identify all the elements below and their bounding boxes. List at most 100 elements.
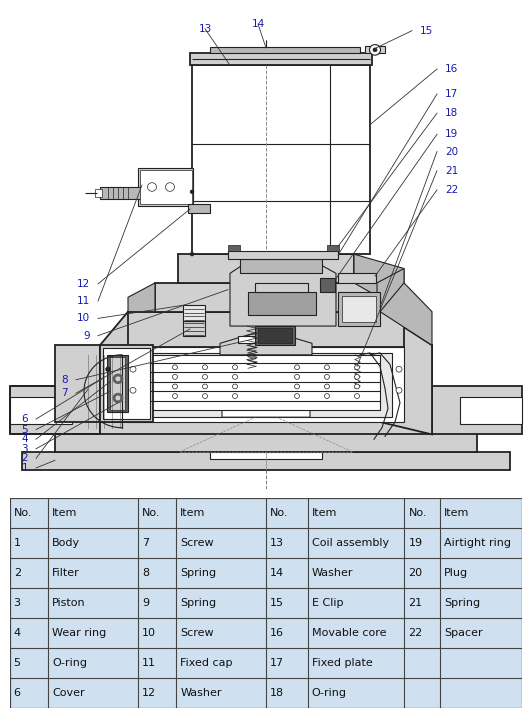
- Polygon shape: [228, 251, 338, 259]
- Polygon shape: [230, 259, 336, 326]
- Polygon shape: [128, 312, 404, 347]
- Polygon shape: [55, 422, 477, 452]
- Text: 19: 19: [445, 129, 458, 139]
- Polygon shape: [107, 355, 128, 413]
- Polygon shape: [190, 53, 372, 65]
- Text: 13: 13: [198, 24, 212, 34]
- Polygon shape: [222, 383, 310, 417]
- Text: 16: 16: [445, 64, 458, 74]
- Polygon shape: [22, 452, 510, 470]
- Polygon shape: [258, 328, 292, 343]
- Text: 8: 8: [61, 375, 68, 385]
- Polygon shape: [377, 268, 404, 312]
- Polygon shape: [95, 189, 102, 196]
- Text: 14: 14: [252, 19, 264, 29]
- Text: 10: 10: [77, 313, 90, 323]
- Text: 15: 15: [420, 26, 433, 36]
- Text: Washer: Washer: [312, 568, 353, 578]
- Text: O-ring: O-ring: [312, 688, 347, 698]
- Circle shape: [130, 388, 136, 393]
- Text: Screw: Screw: [180, 628, 214, 638]
- Text: 21: 21: [445, 166, 458, 176]
- Text: 9: 9: [84, 331, 90, 341]
- Text: Fixed cap: Fixed cap: [180, 658, 233, 668]
- Polygon shape: [220, 333, 312, 355]
- Text: Cover: Cover: [52, 688, 85, 698]
- Text: Piston: Piston: [52, 598, 86, 608]
- Text: Spring: Spring: [180, 568, 217, 578]
- Circle shape: [325, 365, 329, 370]
- Text: 17: 17: [270, 658, 284, 668]
- Circle shape: [105, 367, 111, 371]
- Circle shape: [396, 388, 402, 393]
- Polygon shape: [100, 187, 142, 198]
- Polygon shape: [327, 244, 339, 251]
- Text: Filter: Filter: [52, 568, 80, 578]
- Text: Screw: Screw: [180, 538, 214, 548]
- Text: 4: 4: [14, 628, 21, 638]
- Circle shape: [172, 374, 178, 379]
- Text: 22: 22: [445, 185, 458, 195]
- Polygon shape: [100, 346, 432, 434]
- Text: 18: 18: [445, 108, 458, 118]
- Circle shape: [190, 252, 194, 256]
- Text: 21: 21: [409, 598, 423, 608]
- Circle shape: [232, 384, 237, 389]
- Circle shape: [325, 393, 329, 398]
- Text: 10: 10: [142, 628, 156, 638]
- Circle shape: [396, 366, 402, 372]
- Polygon shape: [338, 293, 380, 326]
- Text: 20: 20: [409, 568, 423, 578]
- Polygon shape: [110, 357, 125, 411]
- Text: 2: 2: [14, 568, 21, 578]
- Circle shape: [172, 365, 178, 370]
- Text: No.: No.: [142, 508, 160, 518]
- Text: 5: 5: [14, 658, 21, 668]
- Polygon shape: [210, 452, 322, 459]
- Circle shape: [232, 393, 237, 398]
- Circle shape: [203, 374, 207, 379]
- Text: 5: 5: [21, 425, 28, 435]
- Text: Fixed plate: Fixed plate: [312, 658, 372, 668]
- Text: 17: 17: [445, 89, 458, 99]
- Polygon shape: [183, 305, 205, 321]
- Circle shape: [295, 374, 300, 379]
- Polygon shape: [248, 293, 316, 315]
- Text: 7: 7: [142, 538, 149, 548]
- Polygon shape: [365, 46, 385, 53]
- Text: Plug: Plug: [444, 568, 468, 578]
- Text: Item: Item: [444, 508, 469, 518]
- Circle shape: [295, 384, 300, 389]
- Polygon shape: [255, 283, 308, 293]
- Text: 6: 6: [21, 414, 28, 424]
- Text: Spacer: Spacer: [444, 628, 483, 638]
- Text: 1: 1: [14, 538, 21, 548]
- Polygon shape: [380, 312, 432, 434]
- Text: 16: 16: [270, 628, 284, 638]
- Polygon shape: [100, 346, 153, 422]
- Circle shape: [172, 393, 178, 398]
- Text: 13: 13: [270, 538, 284, 548]
- Polygon shape: [150, 355, 380, 411]
- Text: Item: Item: [312, 508, 337, 518]
- Text: Spring: Spring: [180, 598, 217, 608]
- Text: 14: 14: [270, 568, 284, 578]
- Polygon shape: [140, 353, 392, 417]
- Polygon shape: [432, 386, 522, 434]
- Text: 12: 12: [77, 279, 90, 289]
- Text: Washer: Washer: [180, 688, 222, 698]
- Text: Airtight ring: Airtight ring: [444, 538, 511, 548]
- Polygon shape: [354, 254, 404, 312]
- Polygon shape: [320, 278, 335, 293]
- Polygon shape: [140, 170, 192, 204]
- Polygon shape: [240, 259, 322, 273]
- Text: 22: 22: [409, 628, 423, 638]
- Polygon shape: [178, 254, 354, 283]
- Polygon shape: [338, 273, 376, 283]
- Text: Spring: Spring: [444, 598, 480, 608]
- Circle shape: [232, 374, 237, 379]
- Circle shape: [354, 384, 360, 389]
- Text: 18: 18: [270, 688, 284, 698]
- Circle shape: [354, 365, 360, 370]
- Polygon shape: [210, 47, 360, 53]
